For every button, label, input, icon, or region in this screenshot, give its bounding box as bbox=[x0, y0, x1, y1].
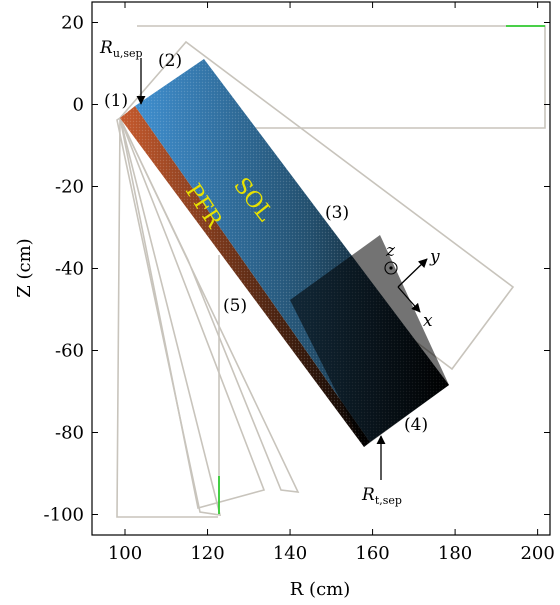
lower-left-outline bbox=[116, 117, 218, 518]
coordinate-triad: z y x bbox=[384, 241, 440, 331]
y-axis-label: y bbox=[429, 247, 440, 267]
x-tick-label: 140 bbox=[273, 543, 307, 564]
y-axis-ticks: 20 0 -20 -40 -60 -80 -100 bbox=[44, 13, 550, 526]
y-axis-title: Z (cm) bbox=[14, 238, 35, 297]
y-tick-label: -40 bbox=[55, 259, 84, 280]
x-axis-label: x bbox=[423, 311, 433, 331]
x-axis-ticks: 100 120 140 160 180 200 bbox=[108, 2, 555, 564]
r-upstream-sep-label: Ru,sep bbox=[99, 38, 143, 60]
y-tick-label: -80 bbox=[55, 423, 84, 444]
z-out-of-page-icon bbox=[384, 261, 398, 275]
point-label-4: (4) bbox=[404, 415, 428, 435]
y-tick-label: 0 bbox=[73, 95, 84, 116]
point-label-1: (1) bbox=[104, 91, 128, 111]
y-tick-label: -100 bbox=[44, 505, 84, 526]
point-label-5: (5) bbox=[223, 296, 247, 316]
x-axis-title: R (cm) bbox=[290, 579, 350, 600]
y-tick-label: -60 bbox=[55, 341, 84, 362]
x-tick-label: 120 bbox=[190, 543, 224, 564]
x-tick-label: 160 bbox=[355, 543, 389, 564]
y-tick-label: -20 bbox=[55, 177, 84, 198]
z-axis-label: z bbox=[385, 241, 396, 261]
x-tick-label: 100 bbox=[108, 543, 142, 564]
y-tick-label: 20 bbox=[61, 13, 84, 34]
y-axis-arrow bbox=[397, 258, 428, 288]
flux-grid bbox=[120, 59, 449, 447]
point-label-2: (2) bbox=[158, 51, 182, 71]
point-label-3: (3) bbox=[325, 203, 349, 223]
x-tick-label: 200 bbox=[520, 543, 554, 564]
outer-box-outline bbox=[137, 25, 546, 129]
sector-left-outline bbox=[116, 116, 222, 516]
sector-5-outline bbox=[119, 117, 300, 493]
x-axis-arrow bbox=[397, 286, 421, 313]
r-target-sep-label: Rt,sep bbox=[361, 485, 402, 507]
x-tick-label: 180 bbox=[438, 543, 472, 564]
